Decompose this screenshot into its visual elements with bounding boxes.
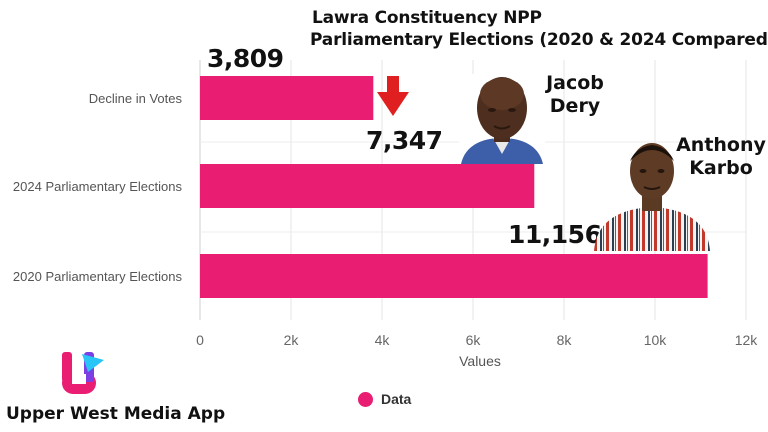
legend-label: Data	[381, 391, 412, 407]
jacob-dery-name: Jacob Dery	[540, 72, 610, 118]
chart-legend: Data	[358, 391, 411, 407]
jacob-dery-photo	[459, 74, 545, 164]
anthony-karbo-photo	[594, 143, 710, 251]
x-tick-label-6: 12k	[735, 332, 759, 348]
x-tick-label-1: 2k	[284, 332, 300, 348]
chart-bars	[200, 76, 708, 298]
x-axis-tick-labels: 0 2k 4k 6k 8k 10k 12k	[196, 332, 758, 348]
y-category-label-1: 2024 Parliamentary Elections	[13, 179, 183, 194]
y-category-label-2: 2020 Parliamentary Elections	[13, 269, 183, 284]
jacob-last-name: Dery	[549, 95, 601, 117]
bar-1	[200, 164, 535, 208]
x-tick-label-2: 4k	[375, 332, 391, 348]
value-label-decline: 3,809	[207, 44, 284, 73]
chart-title-line-1: Lawra Constituency NPP	[312, 8, 542, 28]
y-axis-labels: Decline in Votes 2024 Parliamentary Elect…	[13, 91, 183, 284]
y-category-label-0: Decline in Votes	[89, 91, 183, 106]
bar-2	[200, 254, 708, 298]
brand-name: Upper West Media App	[6, 404, 226, 424]
chart-title-line-2: Parliamentary Elections (2020 & 2024 Com…	[310, 30, 768, 50]
x-tick-label-0: 0	[196, 332, 204, 348]
legend-marker	[358, 391, 373, 407]
down-arrow-icon	[377, 76, 409, 116]
x-tick-label-4: 8k	[557, 332, 573, 348]
value-label-2020: 11,156	[508, 220, 602, 249]
value-label-2024: 7,347	[366, 126, 443, 155]
upper-west-media-logo	[62, 352, 104, 394]
anthony-last-name: Karbo	[689, 157, 753, 179]
anthony-karbo-name: Anthony Karbo	[676, 134, 766, 180]
anthony-first-name: Anthony	[676, 134, 766, 156]
x-axis-title: Values	[459, 353, 501, 369]
x-tick-label-5: 10k	[644, 332, 668, 348]
bar-0	[200, 76, 374, 120]
x-tick-label-3: 6k	[466, 332, 482, 348]
jacob-first-name: Jacob	[546, 72, 604, 94]
